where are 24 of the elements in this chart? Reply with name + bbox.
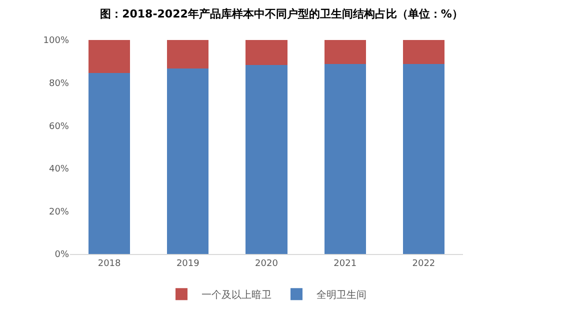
bar [246,64,288,254]
legend-label: 全明卫生间 [316,289,366,302]
x-tick-label: 2021 [334,258,357,269]
y-tick-label: 60% [48,122,70,132]
bar [402,40,445,64]
x-tick-label: 2018 [98,258,122,269]
y-tick-label: 20% [48,207,70,218]
bar [324,64,366,254]
bar [167,40,209,69]
bar [88,73,130,254]
y-tick-label: 100% [43,36,70,46]
x-tick-label: 2019 [176,258,200,269]
y-tick-label: 80% [48,78,70,89]
legend-label: 一个及以上暗卫 [202,289,272,302]
chart-title: 图：2018-2022年产品库样本中不同户型的卫生间结构占比（单位：%） [100,7,463,20]
y-tick-label: 0% [54,250,70,260]
bar [88,40,130,74]
bar [167,68,209,254]
x-tick-label: 2022 [412,258,436,269]
y-tick-label: 40% [48,164,70,175]
x-tick-label: 2020 [255,258,278,269]
bar [324,40,366,64]
bar [402,64,445,254]
bar [246,40,288,65]
